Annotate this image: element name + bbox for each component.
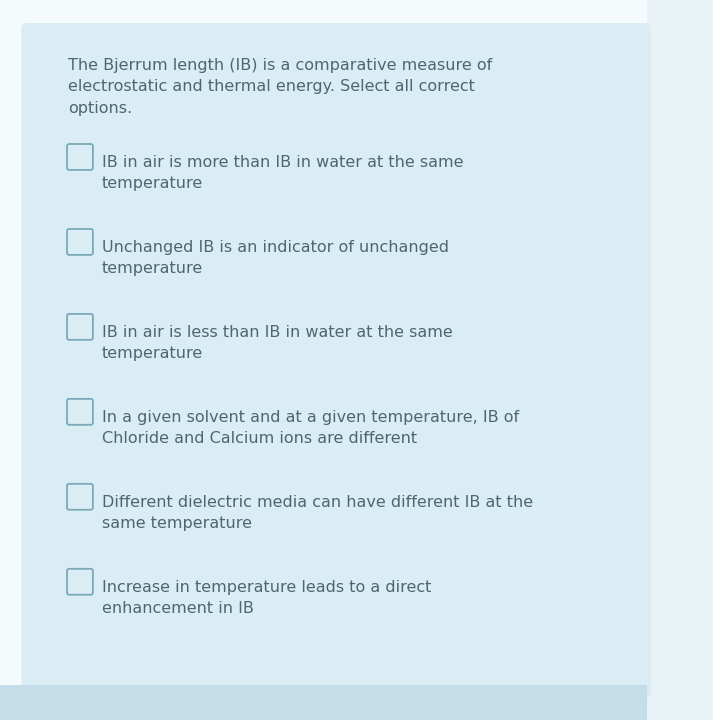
Text: Increase in temperature leads to a direct
enhancement in IB: Increase in temperature leads to a direc… xyxy=(102,580,431,616)
FancyBboxPatch shape xyxy=(21,23,651,698)
Text: IB in air is less than IB in water at the same
temperature: IB in air is less than IB in water at th… xyxy=(102,325,453,361)
Text: Different dielectric media can have different IB at the
same temperature: Different dielectric media can have diff… xyxy=(102,495,533,531)
Text: IB in air is more than IB in water at the same
temperature: IB in air is more than IB in water at th… xyxy=(102,155,463,192)
Text: In a given solvent and at a given temperature, IB of
Chloride and Calcium ions a: In a given solvent and at a given temper… xyxy=(102,410,519,446)
Text: The Bjerrum length (IB) is a comparative measure of
electrostatic and thermal en: The Bjerrum length (IB) is a comparative… xyxy=(68,58,492,116)
FancyBboxPatch shape xyxy=(0,0,647,720)
FancyBboxPatch shape xyxy=(647,0,713,720)
Text: Unchanged IB is an indicator of unchanged
temperature: Unchanged IB is an indicator of unchange… xyxy=(102,240,449,276)
FancyBboxPatch shape xyxy=(0,685,647,720)
